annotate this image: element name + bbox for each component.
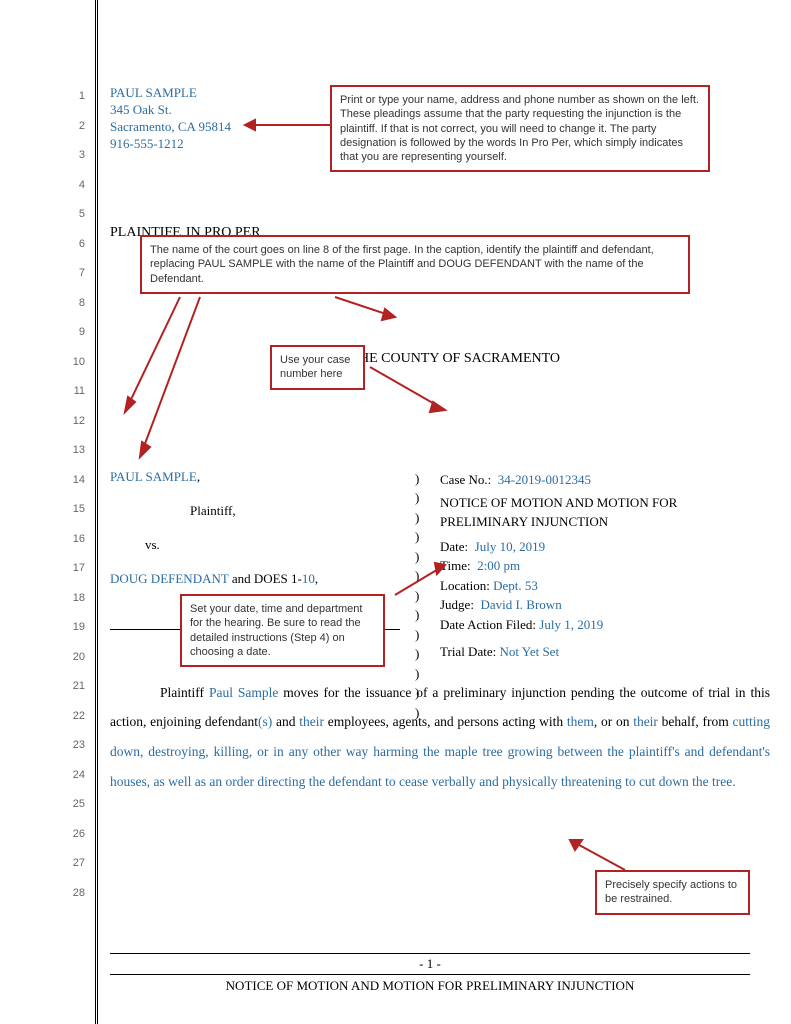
footer: - 1 - NOTICE OF MOTION AND MOTION FOR PR…	[110, 951, 750, 994]
defendant-suffix: and DOES 1-	[229, 571, 302, 586]
bt8: them	[567, 714, 594, 729]
arrow-icon	[330, 292, 410, 332]
bt9: , or on	[594, 714, 633, 729]
annotation-actions-restrained: Precisely specify actions to be restrain…	[595, 870, 750, 915]
line-numbers: 1234567891011121314151617181920212223242…	[55, 90, 85, 916]
trial-label: Trial Date:	[440, 644, 496, 659]
filed-value: July 1, 2019	[539, 617, 603, 632]
arrow-icon	[560, 835, 640, 875]
case-no-label: Case No.:	[440, 472, 491, 487]
date-label: Date:	[440, 539, 468, 554]
judge-value: David I. Brown	[480, 597, 561, 612]
vs-label: vs.	[145, 537, 400, 553]
arrow-icon	[365, 362, 455, 422]
annotation-case-number: Use your case number here	[270, 345, 365, 390]
bt1: Plaintiff	[160, 685, 209, 700]
bt4: (s)	[258, 714, 272, 729]
plaintiff-label: Plaintiff,	[190, 503, 400, 519]
bt11: behalf, from	[658, 714, 733, 729]
does-num: 10	[302, 571, 315, 586]
arrow-icon	[385, 560, 455, 605]
annotation-court-caption: The name of the court goes on line 8 of …	[140, 235, 690, 294]
bt6: their	[299, 714, 324, 729]
caption-right: Case No.: 34-2019-0012345 NOTICE OF MOTI…	[440, 469, 770, 662]
filed-label: Date Action Filed:	[440, 617, 536, 632]
location-value: Dept. 53	[493, 578, 538, 593]
motion-title-1: NOTICE OF MOTION AND MOTION FOR	[440, 494, 770, 512]
motion-title-2: PRELIMINARY INJUNCTION	[440, 513, 770, 531]
bt5: and	[272, 714, 299, 729]
comma: ,	[197, 469, 200, 484]
bt7: employees, agents, and persons acting wi…	[324, 714, 567, 729]
time-value: 2:00 pm	[477, 558, 520, 573]
page-number: - 1 -	[110, 956, 750, 972]
plaintiff-name: PAUL SAMPLE	[110, 469, 197, 484]
arrow-icon	[230, 115, 340, 165]
bt2: Paul Sample	[209, 685, 278, 700]
footer-title: NOTICE OF MOTION AND MOTION FOR PRELIMIN…	[110, 978, 750, 994]
defendant-name: DOUG DEFENDANT	[110, 571, 229, 586]
date-value: July 10, 2019	[475, 539, 545, 554]
body-paragraph: Plaintiff Paul Sample moves for the issu…	[110, 678, 770, 797]
case-no: 34-2019-0012345	[498, 472, 591, 487]
annotation-name-address: Print or type your name, address and pho…	[330, 85, 710, 172]
trial-value: Not Yet Set	[499, 644, 559, 659]
bt10: their	[633, 714, 658, 729]
annotation-hearing-date: Set your date, time and department for t…	[180, 594, 385, 667]
comma2: ,	[315, 571, 318, 586]
